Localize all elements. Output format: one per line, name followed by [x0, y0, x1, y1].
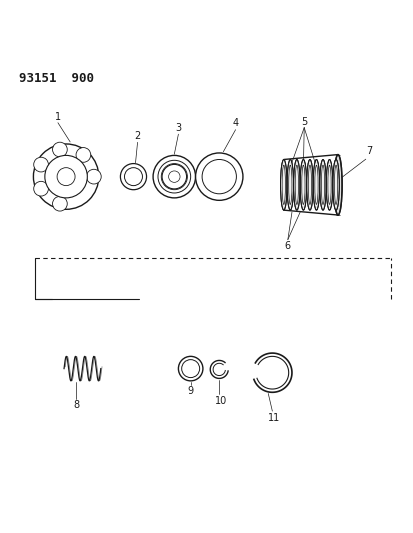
Circle shape	[76, 148, 90, 162]
Ellipse shape	[306, 159, 313, 210]
Ellipse shape	[282, 165, 285, 205]
Circle shape	[120, 164, 146, 190]
Circle shape	[161, 164, 187, 190]
Ellipse shape	[280, 159, 286, 210]
Text: 1: 1	[55, 111, 61, 122]
Ellipse shape	[294, 165, 298, 205]
Circle shape	[33, 144, 99, 209]
Text: 11: 11	[268, 413, 280, 423]
Circle shape	[33, 157, 48, 172]
Ellipse shape	[313, 159, 319, 210]
Circle shape	[158, 160, 190, 193]
Circle shape	[153, 156, 195, 198]
Ellipse shape	[286, 159, 293, 210]
Text: 93151  900: 93151 900	[19, 72, 94, 85]
Text: 10: 10	[215, 395, 227, 406]
Text: 6: 6	[284, 241, 290, 251]
Text: 3: 3	[175, 123, 181, 133]
Ellipse shape	[299, 159, 306, 210]
Circle shape	[195, 153, 242, 200]
Circle shape	[202, 159, 236, 194]
Text: 4: 4	[232, 118, 238, 128]
Text: 5: 5	[300, 117, 306, 127]
Ellipse shape	[332, 159, 339, 210]
Text: 9: 9	[187, 386, 193, 396]
Circle shape	[181, 360, 199, 377]
Text: 8: 8	[73, 400, 79, 410]
Ellipse shape	[325, 159, 332, 210]
Ellipse shape	[319, 159, 325, 210]
Ellipse shape	[333, 155, 341, 215]
Circle shape	[57, 168, 75, 185]
Ellipse shape	[334, 165, 337, 205]
Text: 2: 2	[134, 131, 140, 141]
Circle shape	[86, 169, 101, 184]
Circle shape	[52, 196, 67, 211]
Circle shape	[178, 357, 202, 381]
Ellipse shape	[320, 165, 324, 205]
Ellipse shape	[327, 165, 330, 205]
Ellipse shape	[314, 165, 317, 205]
Ellipse shape	[308, 165, 311, 205]
Circle shape	[45, 156, 87, 198]
Circle shape	[124, 168, 142, 185]
Ellipse shape	[293, 159, 299, 210]
Text: 7: 7	[366, 146, 372, 156]
Ellipse shape	[301, 165, 304, 205]
Circle shape	[168, 171, 180, 182]
Circle shape	[33, 181, 48, 196]
Circle shape	[52, 142, 67, 157]
Ellipse shape	[288, 165, 291, 205]
Circle shape	[161, 164, 186, 189]
